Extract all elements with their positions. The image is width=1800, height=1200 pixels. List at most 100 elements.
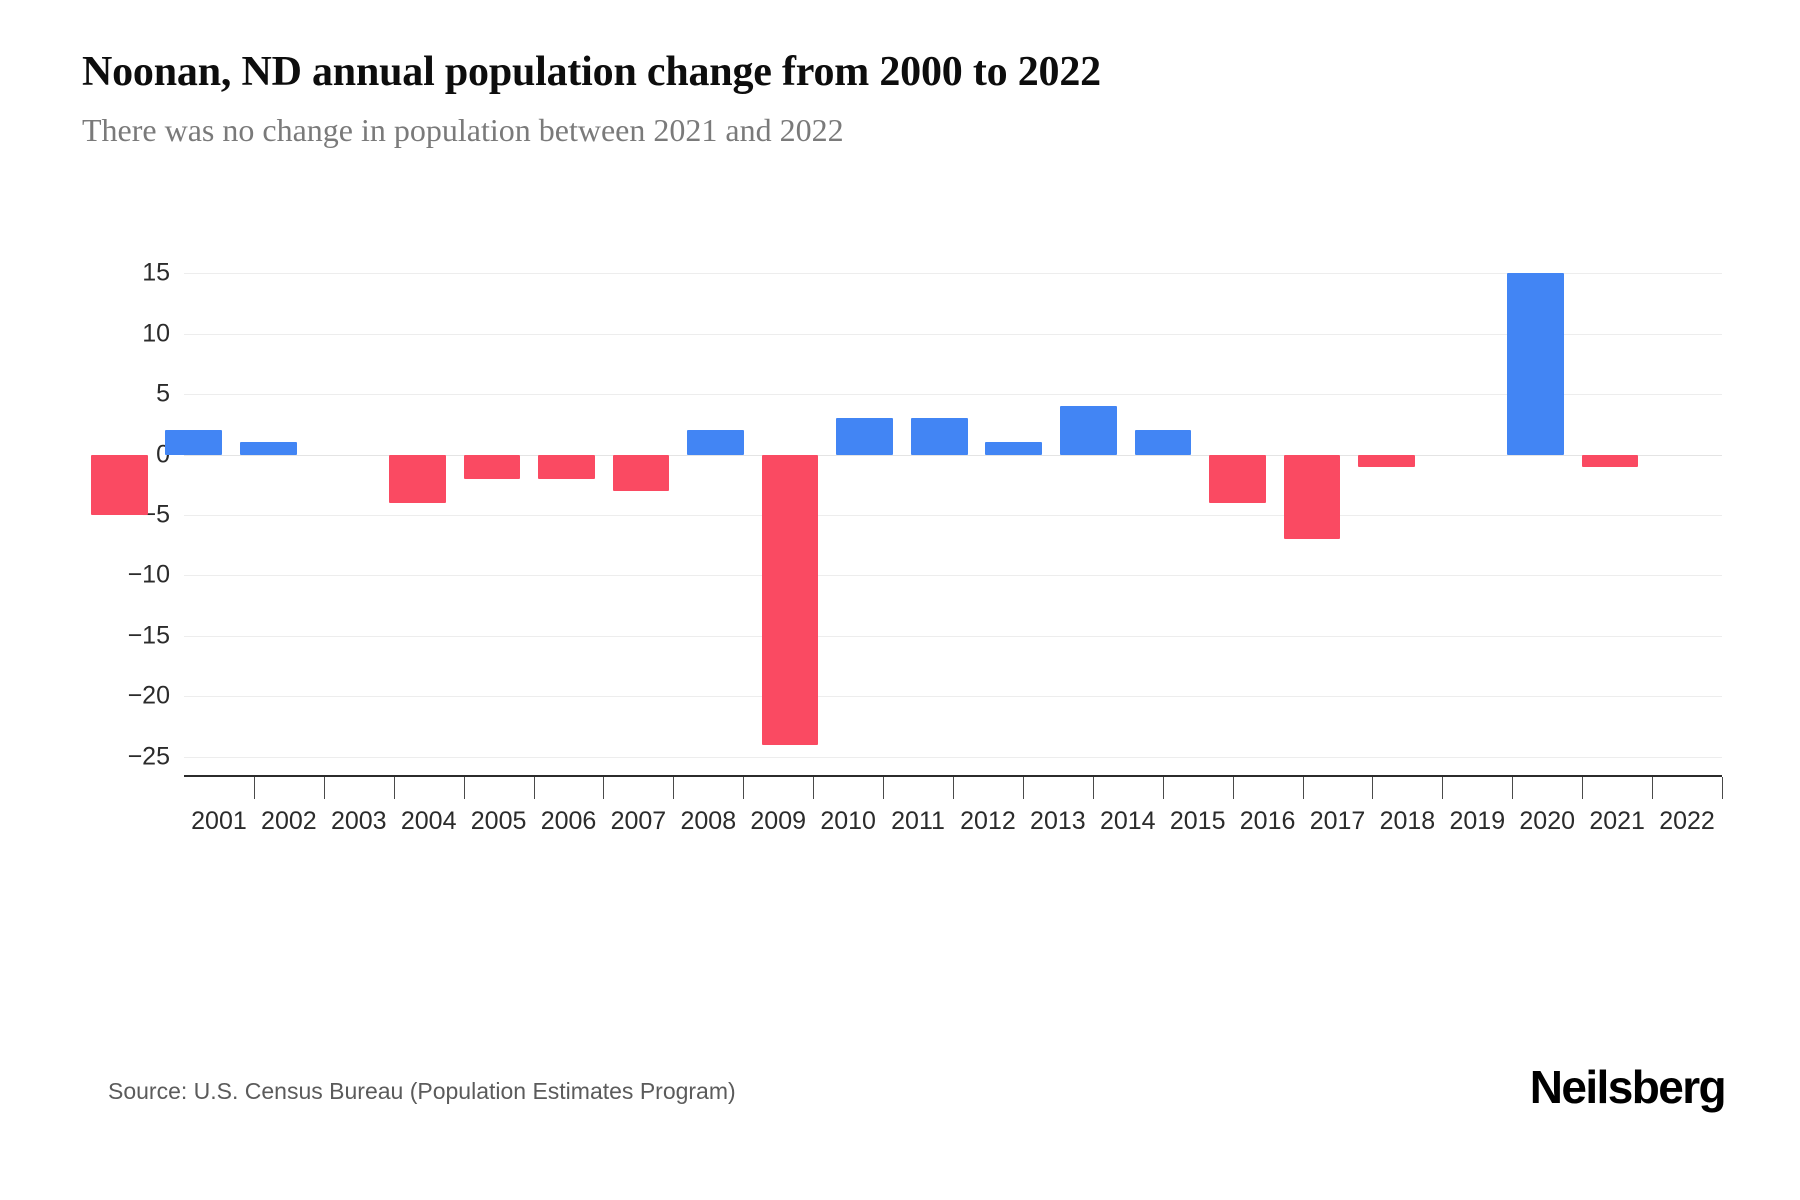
gridline xyxy=(184,273,1722,275)
bar-column[interactable] xyxy=(1424,255,1499,775)
x-axis-tick xyxy=(953,777,954,799)
y-tick-label: −15 xyxy=(127,621,170,650)
x-axis-tick xyxy=(1372,777,1374,799)
x-axis-ticks xyxy=(184,777,1723,799)
y-tick-label: 5 xyxy=(156,379,170,408)
bar-2005[interactable] xyxy=(389,454,446,503)
x-axis-tick xyxy=(1582,777,1584,799)
x-axis-tick xyxy=(1092,777,1094,799)
bar-column[interactable] xyxy=(1126,255,1201,775)
x-axis-tick xyxy=(1512,777,1514,799)
x-axis-tick xyxy=(1302,777,1304,799)
x-axis-tick xyxy=(1442,777,1444,799)
gridline xyxy=(184,635,1722,637)
page-title: Noonan, ND annual population change from… xyxy=(82,49,1101,95)
bar-2006[interactable] xyxy=(463,454,521,479)
x-tick-label: 2011 xyxy=(891,807,945,835)
x-axis-tick xyxy=(1652,777,1654,799)
bar-2009[interactable] xyxy=(687,430,744,455)
bar-column[interactable] xyxy=(1051,255,1126,775)
bar-column[interactable] xyxy=(1275,255,1350,775)
bar-column[interactable] xyxy=(678,255,753,775)
bar-column[interactable] xyxy=(604,255,679,775)
x-axis-tick xyxy=(533,777,535,799)
x-tick-label: 2012 xyxy=(960,807,1016,835)
x-tick-label: 2020 xyxy=(1519,807,1576,835)
bar-2001[interactable] xyxy=(90,454,148,515)
bar-column[interactable] xyxy=(1498,255,1573,775)
bar-column[interactable] xyxy=(1349,255,1424,775)
bar-column[interactable] xyxy=(1200,255,1275,775)
bar-column[interactable] xyxy=(380,255,455,775)
x-axis-tick xyxy=(253,777,255,799)
bar-column[interactable] xyxy=(753,255,828,775)
bar-2008[interactable] xyxy=(612,454,670,491)
gridline xyxy=(184,515,1722,516)
y-tick-label: 10 xyxy=(142,319,170,348)
y-tick-label: −20 xyxy=(127,681,170,710)
gridline xyxy=(184,333,1722,335)
bar-column[interactable] xyxy=(902,255,977,775)
x-tick-label: 2003 xyxy=(330,807,387,835)
bar-2016[interactable] xyxy=(1209,454,1266,503)
x-tick-label: 2015 xyxy=(1169,807,1226,835)
bar-2017[interactable] xyxy=(1283,454,1341,540)
bar-2010[interactable] xyxy=(761,454,819,745)
y-tick-label: 15 xyxy=(142,258,170,287)
bar-2018[interactable] xyxy=(1358,454,1415,467)
x-axis-tick xyxy=(323,777,325,799)
gridline xyxy=(184,394,1722,396)
brand-logo: Neilsberg xyxy=(1529,1061,1727,1113)
bar-column[interactable] xyxy=(306,255,381,775)
gridlines xyxy=(184,255,1722,775)
x-axis-tick xyxy=(673,777,675,799)
bar-column[interactable] xyxy=(82,255,157,775)
bar-2007[interactable] xyxy=(538,454,595,479)
x-tick-label: 2008 xyxy=(680,807,737,835)
x-tick-label: 2018 xyxy=(1379,807,1436,835)
bar-column[interactable] xyxy=(1573,255,1648,775)
x-axis-line xyxy=(184,775,1722,777)
y-tick-label: −10 xyxy=(127,560,170,589)
x-tick-label: 2006 xyxy=(540,807,597,835)
bar-2012[interactable] xyxy=(910,418,968,455)
x-tick-label: 2007 xyxy=(610,807,667,835)
x-axis-tick xyxy=(603,777,605,799)
x-axis-tick xyxy=(463,777,465,799)
x-axis-tick xyxy=(1232,777,1234,799)
x-tick-label: 2001 xyxy=(191,807,247,835)
x-axis-tick xyxy=(1022,777,1024,799)
x-tick-label: 2009 xyxy=(750,807,807,835)
x-tick-label: 2013 xyxy=(1030,807,1086,835)
bar-2003[interactable] xyxy=(240,442,297,455)
bar-2013[interactable] xyxy=(985,442,1043,455)
x-tick-label: 2022 xyxy=(1659,807,1715,835)
bar-column[interactable] xyxy=(977,255,1052,775)
x-axis-tick xyxy=(1722,777,1723,799)
x-tick-label: 2019 xyxy=(1449,807,1506,835)
bar-column[interactable] xyxy=(455,255,530,775)
bar-2014[interactable] xyxy=(1060,406,1117,455)
x-tick-label: 2002 xyxy=(261,807,317,835)
x-axis-tick xyxy=(883,777,885,799)
x-axis-tick xyxy=(393,777,395,799)
bar-2015[interactable] xyxy=(1134,430,1192,455)
chart-header: Noonan, ND annual population change from… xyxy=(82,46,1722,150)
bar-column[interactable] xyxy=(157,255,232,775)
gridline xyxy=(184,454,1722,456)
bar-column[interactable] xyxy=(827,255,902,775)
bar-2020[interactable] xyxy=(1507,273,1564,455)
bar-2002[interactable] xyxy=(165,430,223,455)
bar-column[interactable] xyxy=(231,255,306,775)
x-tick-label: 2016 xyxy=(1239,807,1296,835)
bar-2021[interactable] xyxy=(1581,454,1639,467)
x-axis-tick xyxy=(743,777,745,799)
bar-2011[interactable] xyxy=(836,418,894,455)
bar-series xyxy=(82,255,1722,775)
source-note: Source: U.S. Census Bureau (Population E… xyxy=(108,1078,736,1104)
bar-column[interactable] xyxy=(529,255,604,775)
bar-column[interactable] xyxy=(1647,255,1722,775)
chart-plot-area: 15 10 5 0 −5 −10 −15 −20 −25 2001 2002 2003 2004 200… xyxy=(82,255,1723,905)
gridline xyxy=(184,575,1722,577)
